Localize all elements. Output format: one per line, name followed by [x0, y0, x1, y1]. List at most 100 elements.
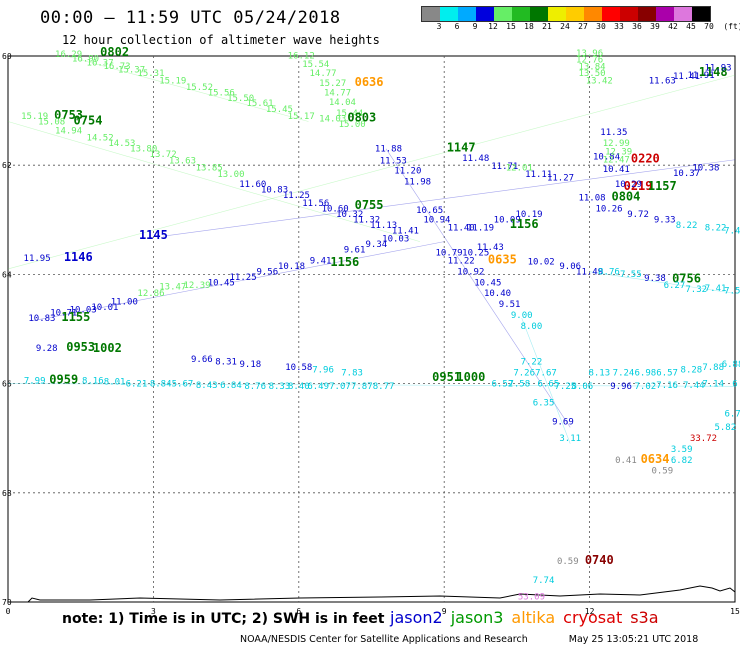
wave-height-label: 11.32	[353, 216, 380, 226]
wave-height-label: 15.56	[208, 88, 235, 98]
wave-height-label: 16.12	[288, 52, 315, 62]
wave-height-label: 10.71	[50, 308, 77, 318]
wave-height-label: 7.40	[724, 226, 740, 236]
pass-time-label: 0802	[100, 45, 129, 59]
pass-time-label: 1000	[456, 370, 485, 384]
wave-height-label: 12.86	[137, 289, 164, 299]
wave-height-label: 9.66	[191, 355, 213, 365]
colorbar-swatch	[440, 7, 458, 21]
wave-height-label: 15.54	[302, 60, 329, 70]
colorbar-swatch	[584, 7, 602, 21]
wave-height-label: 8.01	[104, 378, 126, 388]
satellite-track	[7, 74, 736, 270]
wave-height-label: 9.41	[310, 256, 332, 266]
wave-height-label: 0.59	[651, 467, 673, 477]
wave-height-label: 14.53	[108, 139, 135, 149]
wave-height-label: 7.16	[656, 381, 678, 391]
colorbar-swatch	[548, 7, 566, 21]
wave-height-label: 13.63	[169, 157, 196, 167]
colorbar-tick-label: 15	[506, 22, 516, 31]
wave-height-label: 14.04	[329, 98, 356, 108]
pass-time-label: 0803	[347, 111, 376, 125]
pass-time-label: 0754	[74, 113, 103, 127]
wave-height-label: 13.84	[578, 63, 605, 73]
wave-height-label: 11.19	[467, 224, 494, 234]
pass-time-label: 0959	[49, 373, 78, 387]
wave-height-label: 11.13	[370, 221, 397, 231]
wave-height-label: 0.41	[615, 456, 637, 466]
wave-height-label: 10.45	[474, 278, 501, 288]
wave-height-label: 10.84	[593, 153, 620, 163]
wave-height-label: 7.83	[341, 368, 363, 378]
pass-time-label: 0635	[488, 252, 517, 266]
satellite-track	[385, 148, 571, 428]
colorbar-tick-label: 33	[614, 22, 624, 31]
footer-note: note: 1) Time is in UTC; 2) SWH is in fe…	[62, 611, 385, 627]
colorbar-tick-label: 45	[686, 22, 696, 31]
wave-height-label: 14.94	[55, 127, 82, 137]
wave-height-label: 10.03	[70, 306, 97, 316]
colorbar-tick-label: 30	[596, 22, 606, 31]
wave-height-label: 7.44	[683, 381, 705, 391]
wave-height-label: 3.59	[671, 445, 693, 455]
wave-height-label: 6.52	[492, 379, 514, 389]
wave-height-label: 7.41	[705, 284, 727, 294]
wave-height-label: 11.08	[578, 194, 605, 204]
wave-height-label: 8.76	[598, 267, 620, 277]
satellite-track	[589, 271, 736, 294]
x-tick-label: 0	[6, 607, 11, 616]
wave-height-label: 11.20	[394, 166, 421, 176]
colorbar-swatch	[512, 7, 530, 21]
wave-height-label: 11.56	[302, 199, 329, 209]
x-tick-label: 15	[730, 607, 740, 616]
pass-time-label: 0740	[585, 553, 614, 567]
legend-item-cryosat: cryosat	[563, 608, 623, 627]
generated-timestamp: May 25 13:05:21 UTC 2018	[568, 634, 699, 645]
wave-height-label: 10.41	[603, 165, 630, 175]
wave-height-label: 11.43	[477, 243, 504, 253]
wave-height-label: 12.99	[603, 139, 630, 149]
wave-height-label: 11.25	[283, 191, 310, 201]
pass-time-label: 0220	[631, 151, 660, 165]
satellite-track	[7, 383, 736, 387]
wave-height-label: 16.90	[72, 54, 99, 64]
colorbar-tick-label: 18	[524, 22, 534, 31]
wave-height-label: 11.95	[24, 254, 51, 264]
wave-height-label: 13.72	[150, 150, 177, 160]
wave-height-label: 6.35	[533, 398, 555, 408]
wave-height-label: 9.56	[256, 267, 278, 277]
x-tick-label: 9	[442, 607, 447, 616]
wave-height-label: 8.13	[588, 368, 610, 378]
wave-height-label: 5.67	[172, 379, 194, 389]
wave-height-label: 15.27	[319, 79, 346, 89]
wave-height-label: 13.42	[586, 76, 613, 86]
wave-height-label: 0.59	[557, 557, 579, 567]
wave-height-label: 10.29	[615, 180, 642, 190]
pass-time-label: 1148	[699, 65, 728, 79]
wave-height-label: 6.82	[671, 456, 693, 466]
wave-height-label: 7.22	[521, 357, 543, 367]
wave-height-label: 15.00	[339, 120, 366, 130]
pass-time-label: 1155	[61, 310, 90, 324]
legend-item-jason2: jason2	[390, 608, 443, 627]
pass-time-label: 0804	[611, 190, 640, 204]
wave-height-label: 8.28	[681, 366, 703, 376]
wave-height-label: 9.28	[36, 344, 58, 354]
colorbar-tick-label: 12	[488, 22, 498, 31]
wave-height-label: 7.74	[533, 576, 555, 586]
wave-height-label: 10.60	[322, 205, 349, 215]
colorbar-tick-label: 42	[668, 22, 678, 31]
colorbar-tick-label: 3	[436, 22, 442, 31]
wave-height-label: 13.00	[217, 170, 244, 180]
wave-height-label: 11.53	[380, 157, 407, 167]
wave-height-label: 12.76	[576, 56, 603, 66]
wave-height-label: 11.22	[448, 256, 475, 266]
wave-height-label: 5.82	[714, 423, 736, 433]
colorbar-swatch	[530, 7, 548, 21]
page-title: 00:00 – 11:59 UTC 05/24/2018	[40, 8, 341, 28]
wave-height-label: 15.19	[21, 112, 48, 122]
wave-height-label: 6.88	[722, 360, 740, 370]
wave-height-label: 7.67	[535, 368, 557, 378]
wave-height-label: 11.93	[704, 64, 731, 74]
wave-height-label: 10.03	[382, 235, 409, 245]
